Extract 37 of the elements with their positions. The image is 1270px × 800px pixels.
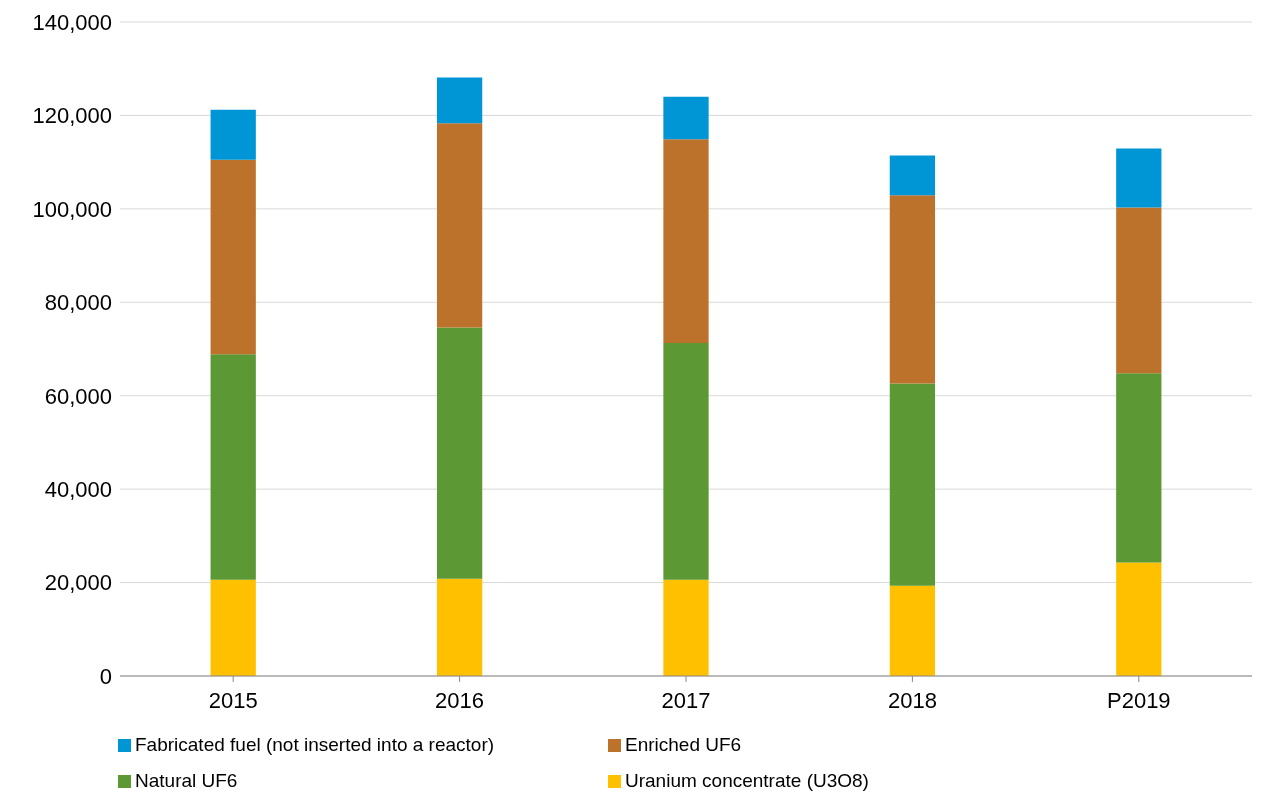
legend-label: Enriched UF6 — [625, 734, 742, 756]
x-tick-label: 2017 — [661, 687, 711, 713]
y-tick-label: 140,000 — [32, 9, 112, 35]
bar — [210, 354, 256, 580]
legend-label: Uranium concentrate (U3O8) — [625, 770, 869, 792]
y-tick-label: 80,000 — [44, 290, 112, 316]
y-tick-label: 120,000 — [32, 103, 112, 129]
bar — [436, 123, 483, 328]
y-tick-label: 40,000 — [44, 476, 112, 502]
bar — [210, 159, 256, 355]
bar — [889, 383, 936, 586]
bar — [663, 579, 709, 676]
legend-label: Fabricated fuel (not inserted into a reactor) — [135, 734, 495, 756]
x-tick-label: 2016 — [435, 687, 485, 713]
x-tick-label: 2015 — [208, 687, 258, 713]
bar — [889, 195, 936, 384]
y-tick-label: 20,000 — [44, 570, 112, 596]
bar — [436, 327, 483, 579]
x-tick-label: 2018 — [887, 687, 937, 713]
y-tick-label: 60,000 — [44, 383, 112, 409]
bar — [210, 579, 256, 676]
bar — [1116, 373, 1162, 563]
bar — [889, 155, 936, 196]
bar — [1116, 562, 1162, 676]
bar — [1116, 207, 1162, 374]
legend-label: Natural UF6 — [135, 770, 238, 792]
bar — [436, 578, 483, 676]
bar — [889, 585, 936, 676]
bar — [663, 342, 709, 580]
y-tick-label: 0 — [99, 663, 112, 689]
x-tick-label: P2019 — [1106, 687, 1171, 713]
bar — [436, 77, 483, 124]
bar — [210, 109, 256, 160]
bar — [1116, 148, 1162, 208]
y-tick-label: 100,000 — [32, 196, 112, 222]
bar — [663, 96, 709, 140]
bar — [663, 139, 709, 343]
